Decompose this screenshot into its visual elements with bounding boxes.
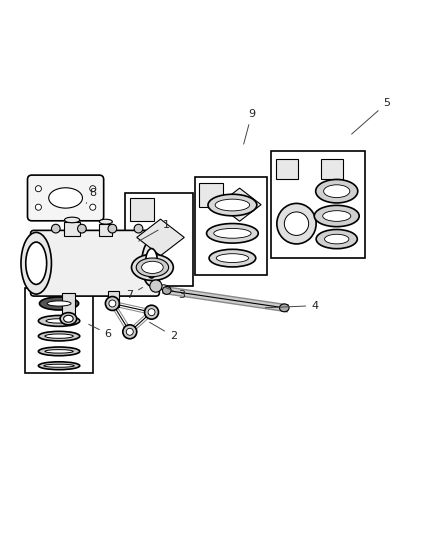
Bar: [62, 293, 74, 314]
Ellipse shape: [145, 248, 158, 278]
Ellipse shape: [64, 217, 80, 223]
Ellipse shape: [316, 180, 358, 203]
Circle shape: [150, 280, 162, 292]
Ellipse shape: [39, 297, 79, 310]
Ellipse shape: [215, 199, 250, 211]
Text: 8: 8: [86, 188, 96, 204]
Ellipse shape: [99, 219, 113, 224]
Polygon shape: [137, 219, 184, 256]
Text: 5: 5: [352, 98, 390, 134]
Ellipse shape: [141, 261, 163, 273]
Circle shape: [134, 224, 143, 233]
Bar: [195, 177, 267, 275]
Circle shape: [90, 204, 96, 210]
Bar: [99, 224, 113, 236]
Bar: [25, 288, 93, 373]
Bar: [199, 183, 223, 207]
Ellipse shape: [314, 205, 359, 227]
Text: 2: 2: [150, 322, 177, 341]
Ellipse shape: [323, 211, 351, 221]
Bar: [271, 151, 365, 258]
Circle shape: [126, 328, 133, 335]
Ellipse shape: [325, 235, 349, 244]
Ellipse shape: [216, 254, 248, 263]
Circle shape: [106, 296, 119, 310]
Ellipse shape: [44, 364, 74, 367]
Ellipse shape: [277, 204, 316, 244]
Text: 6: 6: [89, 324, 112, 339]
Circle shape: [123, 325, 137, 339]
Ellipse shape: [284, 212, 309, 236]
Ellipse shape: [214, 229, 251, 238]
Ellipse shape: [279, 304, 289, 312]
Circle shape: [108, 224, 117, 233]
Ellipse shape: [45, 350, 73, 353]
Circle shape: [148, 309, 155, 316]
Bar: [125, 192, 193, 286]
Ellipse shape: [39, 316, 80, 326]
Ellipse shape: [136, 258, 169, 277]
Ellipse shape: [64, 315, 73, 322]
Circle shape: [35, 185, 42, 192]
Bar: [130, 198, 154, 221]
Circle shape: [35, 204, 42, 210]
Text: 7: 7: [126, 287, 143, 300]
Ellipse shape: [131, 254, 173, 280]
Ellipse shape: [47, 301, 71, 306]
Bar: [64, 222, 80, 236]
Circle shape: [145, 305, 159, 319]
Ellipse shape: [207, 223, 258, 243]
Ellipse shape: [162, 287, 171, 294]
Ellipse shape: [324, 185, 350, 198]
Ellipse shape: [208, 194, 257, 216]
Ellipse shape: [60, 313, 77, 325]
Circle shape: [90, 185, 96, 192]
Polygon shape: [218, 188, 261, 221]
Ellipse shape: [209, 249, 256, 267]
Text: 1: 1: [139, 220, 170, 241]
Bar: [321, 158, 343, 180]
Ellipse shape: [49, 188, 82, 208]
Ellipse shape: [39, 347, 80, 356]
Ellipse shape: [46, 319, 72, 323]
FancyBboxPatch shape: [28, 175, 104, 221]
FancyBboxPatch shape: [31, 230, 159, 296]
Ellipse shape: [45, 334, 73, 338]
Bar: [108, 292, 119, 306]
Circle shape: [78, 224, 86, 233]
Ellipse shape: [316, 230, 357, 249]
Ellipse shape: [142, 240, 161, 286]
Ellipse shape: [39, 362, 80, 370]
Ellipse shape: [39, 332, 80, 341]
Text: 9: 9: [244, 109, 255, 144]
Ellipse shape: [21, 232, 51, 294]
Ellipse shape: [160, 285, 168, 290]
Ellipse shape: [26, 242, 47, 285]
Text: 4: 4: [265, 301, 318, 311]
Bar: [276, 158, 298, 180]
Text: 3: 3: [165, 287, 186, 300]
Circle shape: [51, 224, 60, 233]
Circle shape: [109, 300, 116, 307]
